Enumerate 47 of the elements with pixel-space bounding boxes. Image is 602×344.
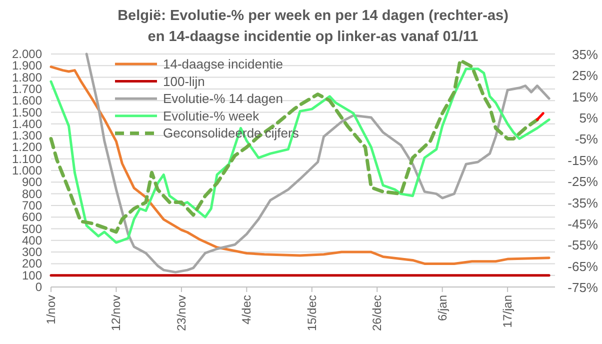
y-tick-label: 500 xyxy=(22,222,42,236)
x-tick-label: 23/nov xyxy=(174,295,188,332)
legend-label: 100-lijn xyxy=(163,74,205,89)
legend-label: Evolutie-% week xyxy=(163,108,260,124)
y-tick-label: 800 xyxy=(22,186,42,201)
y-tick-label: 1.200 xyxy=(12,140,42,154)
y2-tick-label: -35% xyxy=(568,195,598,210)
y-tick-label: 0 xyxy=(35,280,42,294)
y-tick-label: 1.100 xyxy=(12,152,42,166)
y2-tick-label: -65% xyxy=(568,258,598,274)
legend-label: Evolutie-% 14 dagen xyxy=(163,91,283,106)
y-tick-label: 1.700 xyxy=(12,82,42,96)
y2-tick-label: -55% xyxy=(568,238,598,253)
x-tick-label: 15/dec xyxy=(304,295,319,332)
y-tick-label: 1.900 xyxy=(12,58,42,73)
y2-tick-label: 35% xyxy=(572,47,598,62)
y-tick-label: 2.000 xyxy=(12,47,42,61)
y-tick-label: 1.000 xyxy=(12,164,42,178)
line-series xyxy=(85,52,550,274)
y-tick-label: 400 xyxy=(22,233,42,248)
y2-tick-label: -15% xyxy=(568,152,598,168)
y-tick-label: 900 xyxy=(22,175,42,190)
y-tick-label: 1.600 xyxy=(12,94,42,108)
y2-tick-label: 25% xyxy=(572,68,598,84)
y-tick-label: 1.500 xyxy=(12,105,42,120)
x-tick-label: 26/dec xyxy=(370,295,384,332)
x-tick-label: 4/dec xyxy=(240,295,254,324)
y2-tick-label: 15% xyxy=(572,89,598,104)
y2-tick-label: 5% xyxy=(579,110,598,126)
y-tick-label: 1.800 xyxy=(12,70,42,84)
y-tick-label: 700 xyxy=(22,198,42,212)
x-tick-label: 6/jan xyxy=(435,295,450,322)
legend-label: 14-daagse incidentie xyxy=(163,56,283,72)
y-tick-label: 1.300 xyxy=(12,128,42,143)
y-tick-label: 300 xyxy=(22,245,42,260)
y-tick-label: 100 xyxy=(22,268,42,282)
x-tick-label: 1/nov xyxy=(44,295,58,324)
x-tick-label: 12/nov xyxy=(109,295,124,332)
y2-tick-label: -75% xyxy=(568,280,598,295)
y-tick-label: 600 xyxy=(22,210,42,224)
x-tick-label: 17/jan xyxy=(500,295,515,328)
y2-tick-label: -45% xyxy=(568,216,598,232)
y-tick-label: 200 xyxy=(22,256,42,271)
y2-tick-label: -5% xyxy=(574,132,598,147)
y-tick-label: 1.400 xyxy=(12,116,42,131)
y2-tick-label: -25% xyxy=(568,174,598,190)
chart-title: België: Evolutie-% per week en per 14 dagen (rechter-as) en 14-daagse incidentie op linker-as vanaf 01/11 xyxy=(118,8,509,45)
